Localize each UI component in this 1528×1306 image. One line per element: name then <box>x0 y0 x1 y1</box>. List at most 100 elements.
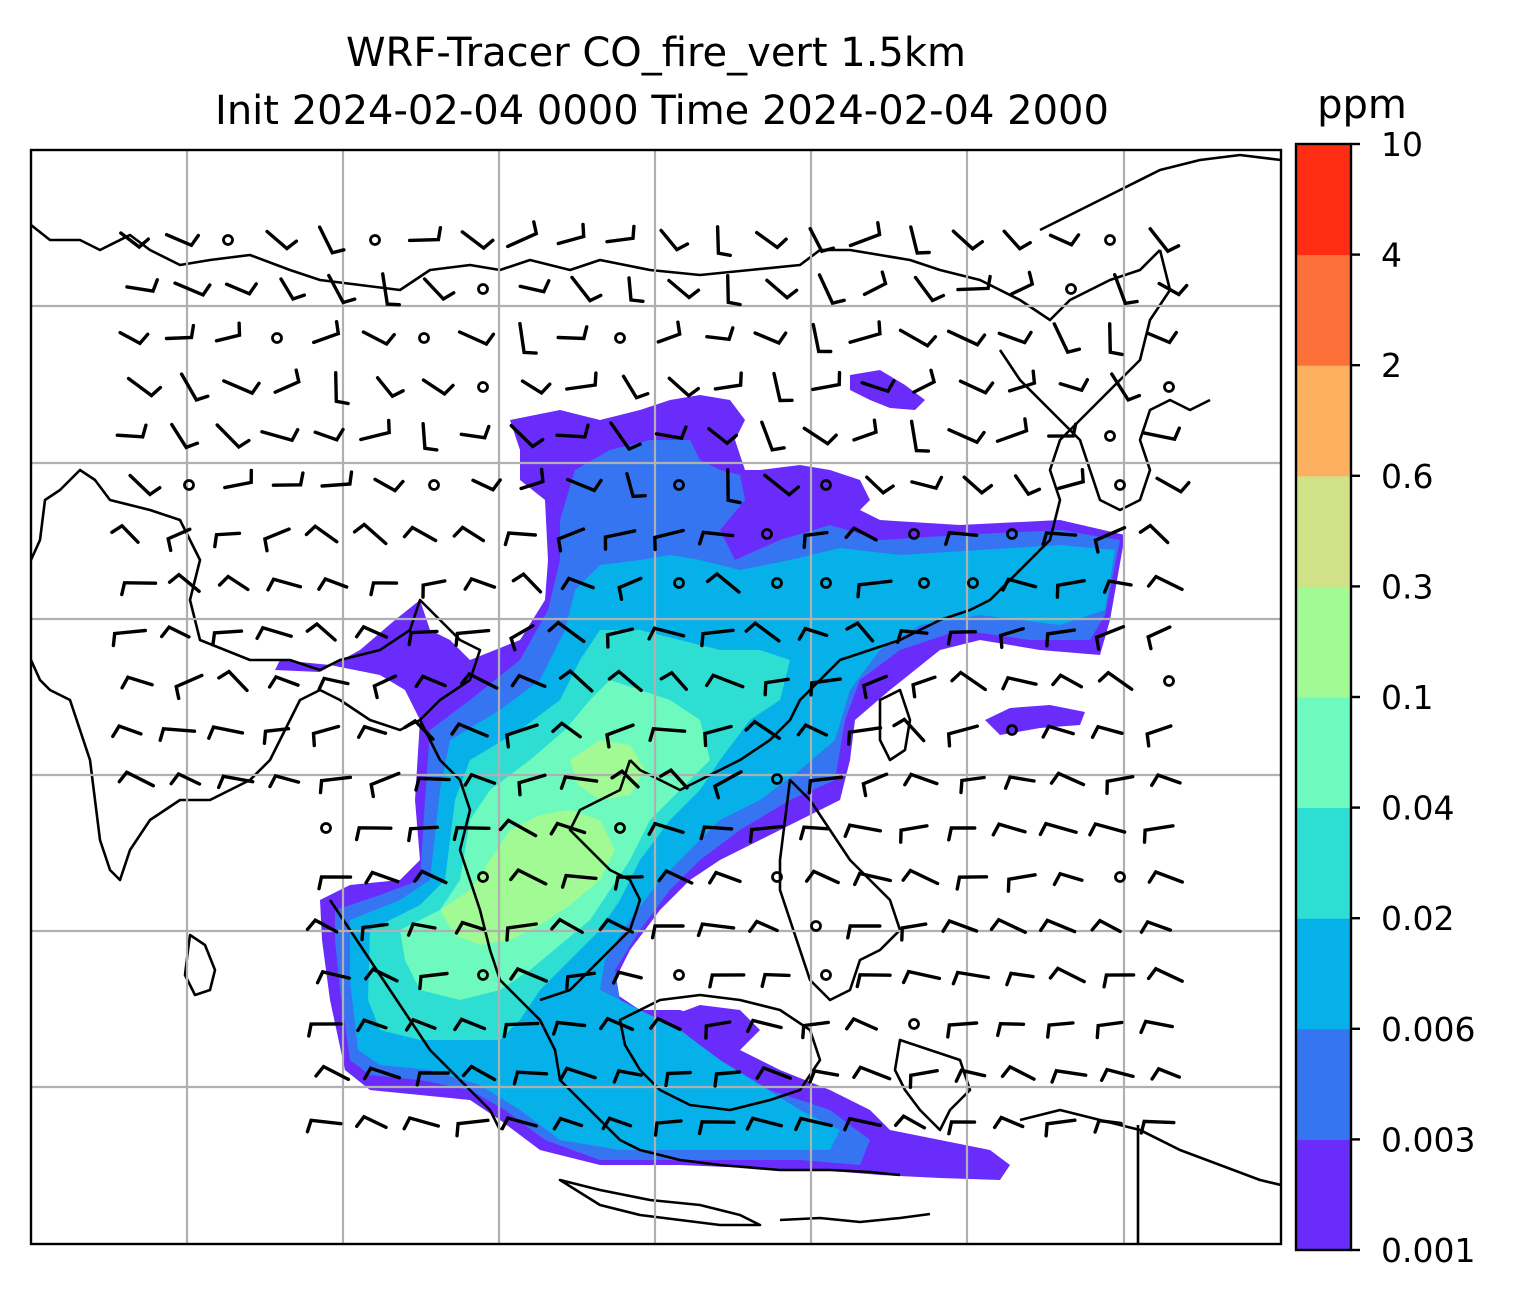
wind-barb <box>556 325 589 341</box>
calm-wind-marker <box>1104 430 1116 442</box>
wind-barb <box>111 628 147 648</box>
map-panel <box>29 148 1283 1246</box>
wind-barb <box>955 875 989 891</box>
wind-barb <box>1045 628 1076 648</box>
wind-barb <box>667 278 701 300</box>
wind-barb <box>352 522 388 546</box>
wind-barb <box>355 1114 388 1129</box>
coastline-newguinea <box>1019 1108 1281 1187</box>
calm-wind-marker <box>771 871 783 883</box>
coastline-sumatra <box>328 899 502 1131</box>
wind-barb <box>811 322 833 354</box>
wind-barb <box>407 825 440 843</box>
calm-wind-marker <box>908 1018 920 1030</box>
wind-barb <box>763 677 790 697</box>
wind-barb <box>809 677 842 697</box>
wind-barb <box>667 376 700 398</box>
wind-barb <box>509 423 545 449</box>
wind-barb <box>1102 579 1133 594</box>
wind-barb <box>555 423 590 439</box>
calm-wind-marker <box>1006 724 1018 736</box>
wind-barb <box>125 278 159 293</box>
wind-barb <box>947 1120 977 1136</box>
wind-barb <box>1050 1068 1088 1084</box>
wind-barb <box>552 1116 584 1131</box>
wind-barb <box>110 523 140 544</box>
wind-barb <box>802 426 838 446</box>
calm-wind-marker <box>820 479 832 491</box>
calm-wind-marker <box>418 332 430 344</box>
wind-barb <box>1139 1119 1176 1135</box>
calm-wind-marker <box>369 234 381 246</box>
calm-wind-marker <box>673 577 685 589</box>
wind-barb <box>1138 523 1170 545</box>
wind-barb <box>119 231 150 250</box>
wind-barb <box>601 1116 633 1131</box>
wind-barb <box>551 721 582 739</box>
wind-barb <box>704 1020 732 1040</box>
wind-barb <box>797 626 829 641</box>
wind-barb <box>796 722 829 737</box>
wind-barb <box>648 726 687 742</box>
wind-barb <box>861 772 889 798</box>
wind-barb <box>207 725 245 740</box>
wind-barb <box>1155 476 1191 494</box>
wind-barb <box>262 527 291 553</box>
wind-barb <box>1142 824 1175 844</box>
wind-barb <box>1146 574 1184 592</box>
calm-wind-marker <box>1006 528 1018 540</box>
wind-barb <box>946 630 977 646</box>
wind-barb <box>603 529 637 551</box>
wind-barb <box>1113 273 1139 306</box>
wind-barb <box>520 379 552 396</box>
colorbar-tick-label: 4 <box>1381 236 1402 275</box>
wind-barb <box>802 530 829 550</box>
wind-barb <box>912 368 937 394</box>
wind-barb <box>852 418 878 442</box>
calm-wind-marker <box>477 969 489 981</box>
wind-barb <box>852 1065 892 1081</box>
wind-barb <box>518 279 551 294</box>
wind-barb <box>549 821 587 836</box>
calm-wind-marker <box>1163 675 1175 687</box>
wind-barb <box>744 719 781 740</box>
coastline-java <box>558 1178 762 1227</box>
wind-barb <box>843 823 882 838</box>
wind-barb <box>946 1021 979 1039</box>
wind-barb <box>359 418 391 442</box>
gridlines <box>31 150 1281 1244</box>
wind-barb <box>755 1065 793 1080</box>
coastline-borneo <box>618 993 822 1112</box>
wind-barb <box>760 972 791 988</box>
calm-wind-marker <box>820 577 832 589</box>
wind-barb <box>892 717 926 743</box>
wind-barb <box>271 471 305 487</box>
wind-barb <box>653 1119 683 1137</box>
wind-barb <box>320 470 354 488</box>
wind-barb <box>463 576 497 591</box>
wind-barb <box>164 323 196 341</box>
wind-barb <box>120 675 154 690</box>
wind-barb <box>913 275 946 303</box>
wind-barb <box>502 1021 540 1039</box>
wind-barb <box>1005 971 1035 987</box>
colorbar-ticks: 0.001 0.003 0.006 0.02 0.04 0.1 0.3 0.6 2 4 10 <box>1351 125 1475 1270</box>
wind-barb <box>1044 1118 1077 1138</box>
wind-barb <box>354 624 389 639</box>
wind-barb <box>402 525 438 543</box>
wind-barb <box>360 922 389 942</box>
wind-barb <box>659 228 690 252</box>
wind-barb <box>167 572 201 593</box>
calm-wind-marker <box>673 479 685 491</box>
wind-barb <box>647 821 685 836</box>
wind-barb <box>273 368 301 394</box>
wind-barb <box>407 629 439 647</box>
wind-barb <box>1000 1064 1036 1081</box>
wind-barb <box>1148 227 1181 254</box>
wind-barb <box>699 825 734 841</box>
wind-barb <box>1052 871 1084 887</box>
coastline-japan <box>1039 153 1281 232</box>
wind-barb <box>989 917 1027 934</box>
wind-barbs <box>110 220 1191 1138</box>
